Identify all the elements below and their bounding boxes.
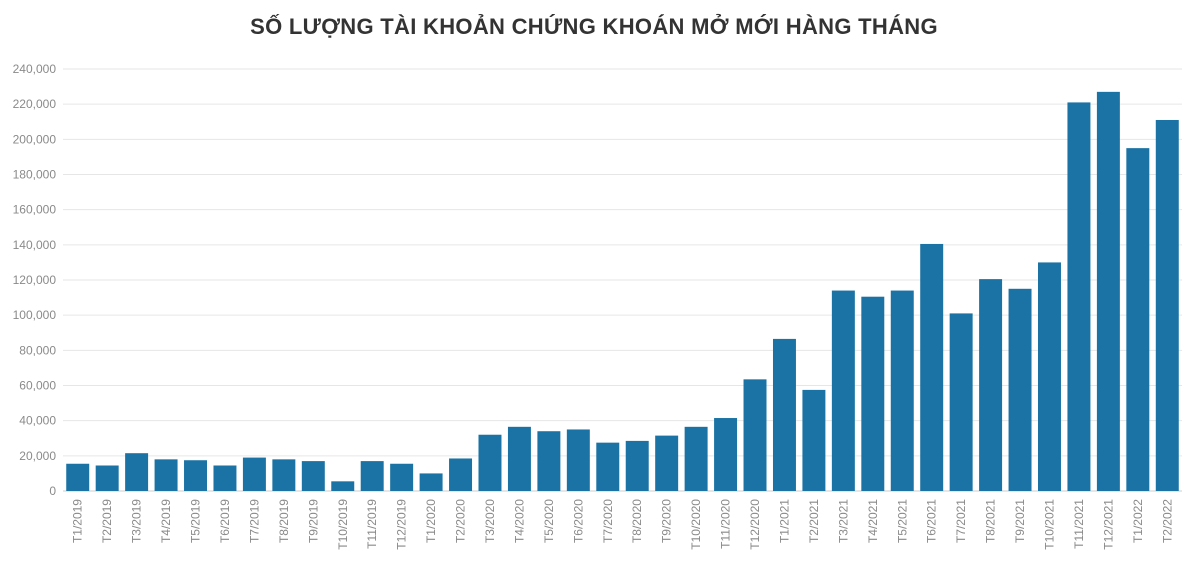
x-tick-label: T1/2022 <box>1131 499 1145 543</box>
bar <box>95 465 119 491</box>
bar <box>743 379 767 491</box>
x-tick-label: T7/2021 <box>954 499 968 543</box>
x-tick-label: T1/2019 <box>71 499 85 543</box>
bar <box>154 459 178 491</box>
bar <box>272 459 296 491</box>
bar <box>831 290 855 491</box>
x-tick-label: T4/2020 <box>512 499 526 543</box>
x-tick-label: T8/2020 <box>630 499 644 543</box>
x-tick-label: T11/2021 <box>1072 499 1086 549</box>
bar <box>802 389 826 491</box>
bar <box>1155 119 1179 492</box>
x-tick-label: T8/2019 <box>277 499 291 543</box>
y-tick-label: 180,000 <box>13 168 57 182</box>
bar <box>1067 102 1091 491</box>
x-tick-label: T3/2019 <box>130 499 144 543</box>
x-tick-label: T12/2021 <box>1101 499 1115 550</box>
x-tick-label: T1/2021 <box>777 499 791 543</box>
x-tick-label: T10/2019 <box>336 499 350 550</box>
x-tick-label: T5/2021 <box>895 499 909 543</box>
y-tick-label: 100,000 <box>13 308 57 322</box>
y-tick-label: 140,000 <box>13 238 57 252</box>
bar <box>301 461 325 491</box>
y-tick-label: 200,000 <box>13 132 57 146</box>
bar <box>66 463 90 491</box>
x-tick-label: T11/2019 <box>365 499 379 549</box>
x-tick-label: T2/2021 <box>807 499 821 543</box>
x-tick-label: T4/2019 <box>159 499 173 543</box>
bar <box>861 296 885 491</box>
y-tick-label: 240,000 <box>13 62 57 76</box>
bar <box>890 290 914 491</box>
y-tick-label: 60,000 <box>19 379 56 393</box>
bar <box>419 473 443 491</box>
bar <box>655 435 679 491</box>
bar <box>1126 148 1150 492</box>
x-tick-label: T10/2021 <box>1042 499 1056 550</box>
bar <box>360 461 384 491</box>
bar <box>684 426 708 491</box>
bar <box>625 440 649 491</box>
bar <box>331 481 355 491</box>
x-tick-label: T6/2019 <box>218 499 232 543</box>
y-tick-label: 40,000 <box>19 414 56 428</box>
x-tick-label: T3/2021 <box>836 499 850 543</box>
bar <box>1096 91 1120 492</box>
x-tick-label: T6/2020 <box>571 499 585 543</box>
bar <box>390 463 414 491</box>
x-tick-label: T3/2020 <box>483 499 497 543</box>
x-tick-label: T7/2019 <box>247 499 261 543</box>
x-tick-label: T12/2020 <box>748 499 762 550</box>
bar <box>449 458 473 491</box>
bar <box>979 279 1003 491</box>
bar <box>478 434 502 491</box>
bar <box>213 465 237 491</box>
y-tick-label: 120,000 <box>13 273 57 287</box>
x-tick-label: T9/2019 <box>306 499 320 543</box>
x-tick-label: T12/2019 <box>395 499 409 550</box>
x-tick-label: T5/2019 <box>189 499 203 543</box>
x-tick-label: T2/2020 <box>454 499 468 543</box>
bar <box>1038 262 1061 491</box>
y-tick-label: 0 <box>49 484 56 498</box>
x-tick-label: T9/2021 <box>1013 499 1027 543</box>
chart-title: SỐ LƯỢNG TÀI KHOẢN CHỨNG KHOÁN MỞ MỚI HÀ… <box>250 14 938 39</box>
x-tick-label: T11/2020 <box>719 499 733 549</box>
x-tick-label: T2/2022 <box>1160 499 1174 543</box>
bar <box>507 426 531 491</box>
bar <box>1008 288 1032 491</box>
x-tick-label: T5/2020 <box>542 499 556 543</box>
bar <box>772 338 796 491</box>
x-tick-label: T9/2020 <box>660 499 674 543</box>
y-tick-label: 20,000 <box>19 449 56 463</box>
x-tick-label: T1/2020 <box>424 499 438 543</box>
bar <box>596 442 620 491</box>
y-tick-label: 80,000 <box>19 343 56 357</box>
x-tick-label: T8/2021 <box>984 499 998 543</box>
bar <box>566 429 590 491</box>
x-tick-label: T2/2019 <box>100 499 114 543</box>
y-tick-label: 160,000 <box>13 203 57 217</box>
x-tick-label: T4/2021 <box>866 499 880 543</box>
bar <box>242 457 266 491</box>
x-tick-label: T7/2020 <box>601 499 615 543</box>
bar <box>184 460 207 491</box>
bar <box>537 431 561 491</box>
x-tick-label: T6/2021 <box>925 499 939 543</box>
y-tick-label: 220,000 <box>13 97 57 111</box>
bar <box>125 453 149 491</box>
bar <box>920 243 944 491</box>
bar <box>714 418 738 491</box>
x-tick-label: T10/2020 <box>689 499 703 550</box>
bar <box>949 313 973 491</box>
